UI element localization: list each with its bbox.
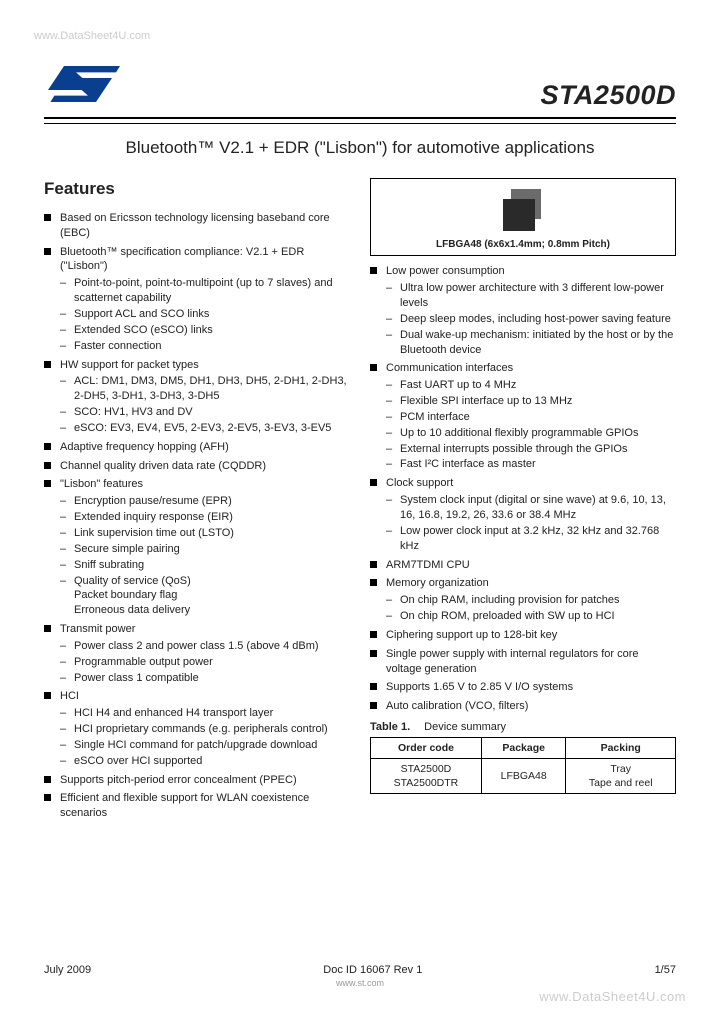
feature-item: Adaptive frequency hopping (AFH): [44, 440, 350, 455]
feature-item: Transmit powerPower class 2 and power cl…: [44, 622, 350, 685]
st-logo: [44, 58, 124, 111]
feature-subitem: eSCO over HCI supported: [60, 754, 350, 769]
feature-subitem: Support ACL and SCO links: [60, 307, 350, 322]
feature-item: Supports 1.65 V to 2.85 V I/O systems: [370, 680, 676, 695]
feature-item: ARM7TDMI CPU: [370, 558, 676, 573]
feature-subitem: eSCO: EV3, EV4, EV5, 2-EV3, 2-EV5, 3-EV3…: [60, 421, 350, 436]
feature-item: Low power consumptionUltra low power arc…: [370, 264, 676, 357]
feature-item: HCIHCI H4 and enhanced H4 transport laye…: [44, 689, 350, 768]
feature-subitem: Ultra low power architecture with 3 diff…: [386, 281, 676, 311]
feature-sublist: Encryption pause/resume (EPR)Extended in…: [60, 494, 350, 618]
feature-subitem: Low power clock input at 3.2 kHz, 32 kHz…: [386, 524, 676, 554]
feature-subitem: On chip RAM, including provision for pat…: [386, 593, 676, 608]
feature-sublist: Power class 2 and power class 1.5 (above…: [60, 639, 350, 686]
feature-sublist: Point-to-point, point-to-multipoint (up …: [60, 276, 350, 353]
feature-item: Memory organizationOn chip RAM, includin…: [370, 576, 676, 624]
chip-icon: [493, 187, 553, 233]
footer-date: July 2009: [44, 964, 91, 976]
footer-url: www.st.com: [0, 978, 720, 988]
feature-subitem: Quality of service (QoS) Packet boundary…: [60, 574, 350, 619]
table-cell: STA2500D STA2500DTR: [371, 759, 482, 794]
feature-sublist: ACL: DM1, DM3, DM5, DH1, DH3, DH5, 2-DH1…: [60, 374, 350, 435]
feature-item: HW support for packet typesACL: DM1, DM3…: [44, 358, 350, 436]
feature-subitem: HCI proprietary commands (e.g. periphera…: [60, 722, 350, 737]
table-title: Table 1.Device summary: [370, 720, 676, 735]
feature-subitem: External interrupts possible through the…: [386, 442, 676, 457]
feature-subitem: Up to 10 additional flexibly programmabl…: [386, 426, 676, 441]
feature-sublist: HCI H4 and enhanced H4 transport layerHC…: [60, 706, 350, 768]
feature-subitem: HCI H4 and enhanced H4 transport layer: [60, 706, 350, 721]
feature-item: Auto calibration (VCO, filters): [370, 699, 676, 714]
feature-item: Based on Ericsson technology licensing b…: [44, 211, 350, 241]
header: STA2500D: [44, 58, 676, 111]
feature-sublist: Fast UART up to 4 MHzFlexible SPI interf…: [386, 378, 676, 472]
feature-subitem: Deep sleep modes, including host-power s…: [386, 312, 676, 327]
feature-subitem: Programmable output power: [60, 655, 350, 670]
rule-thick: [44, 117, 676, 119]
column-right: LFBGA48 (6x6x1.4mm; 0.8mm Pitch) Low pow…: [370, 178, 676, 825]
feature-subitem: System clock input (digital or sine wave…: [386, 493, 676, 523]
table-cell: LFBGA48: [481, 759, 566, 794]
feature-subitem: Sniff subrating: [60, 558, 350, 573]
feature-subitem: SCO: HV1, HV3 and DV: [60, 405, 350, 420]
package-box: LFBGA48 (6x6x1.4mm; 0.8mm Pitch): [370, 178, 676, 256]
feature-item: Communication interfacesFast UART up to …: [370, 361, 676, 472]
device-summary-table: Order codePackagePacking STA2500D STA250…: [370, 737, 676, 795]
watermark-bottom: www.DataSheet4U.com: [539, 989, 686, 1004]
feature-subitem: Power class 2 and power class 1.5 (above…: [60, 639, 350, 654]
feature-sublist: System clock input (digital or sine wave…: [386, 493, 676, 553]
feature-item: Clock supportSystem clock input (digital…: [370, 476, 676, 553]
part-number: STA2500D: [540, 80, 676, 111]
feature-list-right: Low power consumptionUltra low power arc…: [370, 264, 676, 714]
feature-item: Efficient and flexible support for WLAN …: [44, 791, 350, 821]
table-header: Package: [481, 737, 566, 758]
footer-docid: Doc ID 16067 Rev 1: [323, 964, 422, 976]
feature-subitem: Flexible SPI interface up to 13 MHz: [386, 394, 676, 409]
feature-subitem: Fast I²C interface as master: [386, 457, 676, 472]
feature-subitem: Faster connection: [60, 339, 350, 354]
features-heading: Features: [44, 178, 350, 201]
feature-sublist: Ultra low power architecture with 3 diff…: [386, 281, 676, 357]
table-header-row: Order codePackagePacking: [371, 737, 676, 758]
table-cell: Tray Tape and reel: [566, 759, 676, 794]
columns: Features Based on Ericsson technology li…: [44, 178, 676, 825]
feature-subitem: Fast UART up to 4 MHz: [386, 378, 676, 393]
feature-subitem: PCM interface: [386, 410, 676, 425]
feature-subitem: ACL: DM1, DM3, DM5, DH1, DH3, DH5, 2-DH1…: [60, 374, 350, 404]
feature-item: Supports pitch-period error concealment …: [44, 773, 350, 788]
feature-sublist: On chip RAM, including provision for pat…: [386, 593, 676, 624]
feature-item: Single power supply with internal regula…: [370, 647, 676, 677]
feature-subitem: Extended inquiry response (EIR): [60, 510, 350, 525]
feature-subitem: Extended SCO (eSCO) links: [60, 323, 350, 338]
feature-item: Ciphering support up to 128-bit key: [370, 628, 676, 643]
watermark-top: www.DataSheet4U.com: [34, 30, 150, 42]
rule-thin: [44, 123, 676, 124]
feature-subitem: Single HCI command for patch/upgrade dow…: [60, 738, 350, 753]
feature-subitem: Link supervision time out (LSTO): [60, 526, 350, 541]
feature-item: "Lisbon" featuresEncryption pause/resume…: [44, 477, 350, 618]
table-header: Packing: [566, 737, 676, 758]
table-body: STA2500D STA2500DTRLFBGA48Tray Tape and …: [371, 759, 676, 794]
table-row: STA2500D STA2500DTRLFBGA48Tray Tape and …: [371, 759, 676, 794]
feature-subitem: Power class 1 compatible: [60, 671, 350, 686]
feature-item: Bluetooth™ specification compliance: V2.…: [44, 245, 350, 354]
feature-subitem: Point-to-point, point-to-multipoint (up …: [60, 276, 350, 306]
document-title: Bluetooth™ V2.1 + EDR ("Lisbon") for aut…: [44, 138, 676, 158]
feature-subitem: Secure simple pairing: [60, 542, 350, 557]
column-left: Features Based on Ericsson technology li…: [44, 178, 350, 825]
table-header: Order code: [371, 737, 482, 758]
feature-subitem: Dual wake-up mechanism: initiated by the…: [386, 328, 676, 358]
footer: July 2009 Doc ID 16067 Rev 1 1/57: [44, 964, 676, 976]
package-caption: LFBGA48 (6x6x1.4mm; 0.8mm Pitch): [377, 238, 669, 252]
feature-subitem: Encryption pause/resume (EPR): [60, 494, 350, 509]
footer-page: 1/57: [655, 964, 676, 976]
feature-list-left: Based on Ericsson technology licensing b…: [44, 211, 350, 821]
feature-subitem: On chip ROM, preloaded with SW up to HCI: [386, 609, 676, 624]
feature-item: Channel quality driven data rate (CQDDR): [44, 459, 350, 474]
